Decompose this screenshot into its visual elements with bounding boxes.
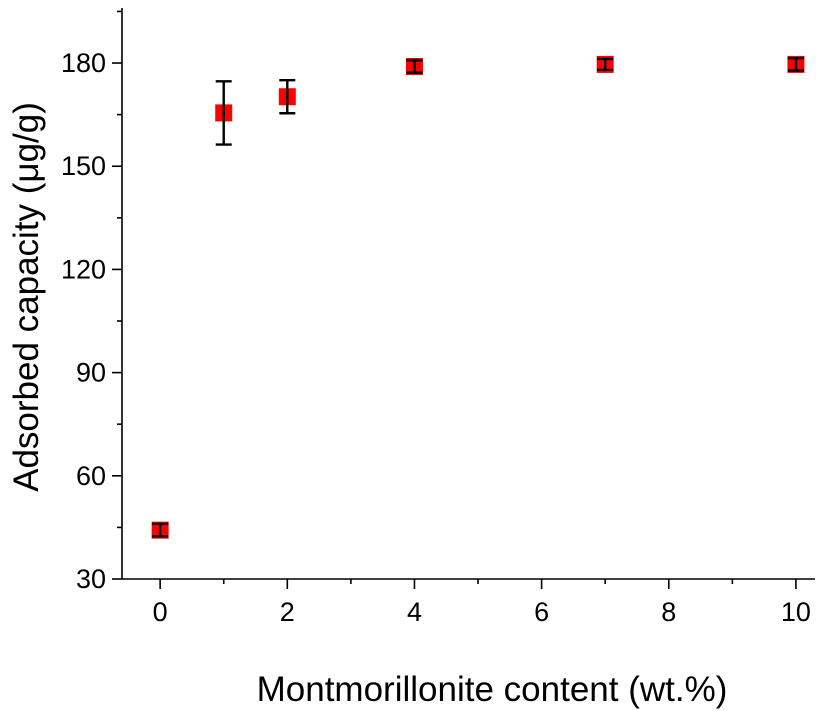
x-axis-title: Montmorillonite content (wt.%) <box>257 670 728 709</box>
data-point <box>596 55 614 73</box>
y-tick-label: 150 <box>61 151 106 181</box>
y-tick-label: 30 <box>76 564 106 594</box>
x-tick-label: 8 <box>661 597 676 627</box>
axis-tick-labels: 0 2 4 6 8 10 30 60 90 120 150 180 <box>61 48 811 627</box>
axes <box>121 8 815 580</box>
data-point <box>787 55 805 73</box>
data-point <box>151 521 169 539</box>
y-tick-label: 180 <box>61 48 106 78</box>
x-tick-label: 4 <box>407 597 422 627</box>
axis-ticks <box>112 10 797 589</box>
x-tick-label: 10 <box>781 597 811 627</box>
x-tick-label: 6 <box>534 597 549 627</box>
y-tick-label: 90 <box>76 358 106 388</box>
x-tick-label: 0 <box>153 597 168 627</box>
y-axis-title: Adsorbed capacity (μg/g) <box>7 102 46 492</box>
data-point <box>215 80 233 146</box>
y-tick-label: 60 <box>76 461 106 491</box>
x-tick-label: 2 <box>280 597 295 627</box>
y-tick-label: 120 <box>61 254 106 284</box>
data-point <box>278 79 296 115</box>
data-points <box>151 55 805 539</box>
data-point <box>405 57 423 75</box>
